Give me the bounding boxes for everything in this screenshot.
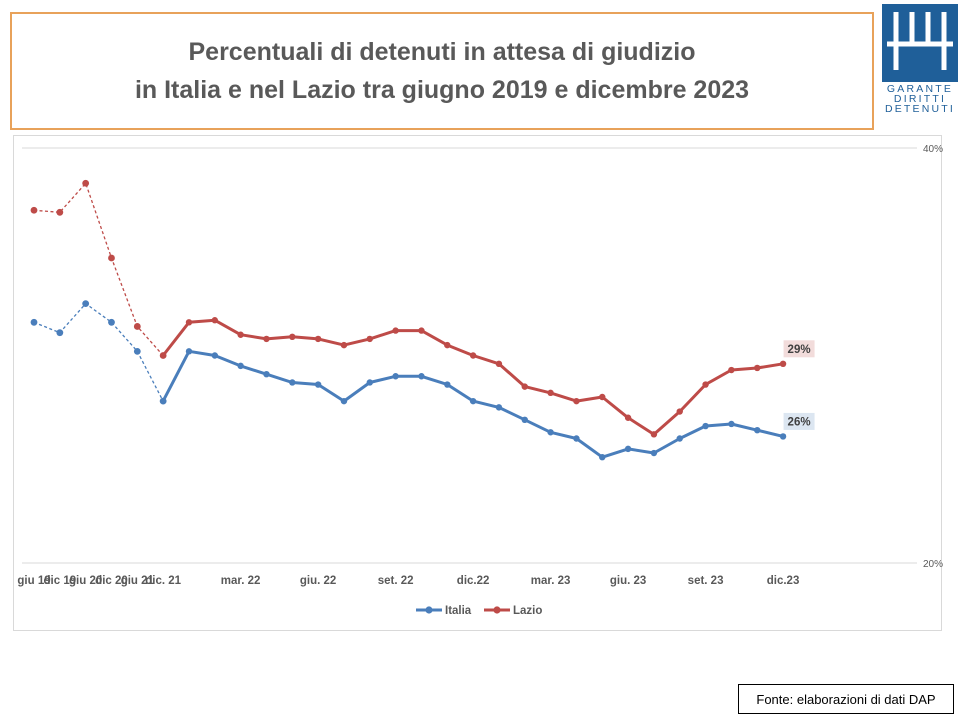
italia-legend-marker xyxy=(425,606,433,614)
lazio-point xyxy=(599,393,606,401)
italia-point xyxy=(676,435,683,442)
lazio-point xyxy=(547,389,554,397)
italia-point xyxy=(728,420,735,428)
x-tick-label: giu 20 xyxy=(69,575,102,587)
italia-point xyxy=(340,397,348,405)
lazio-point xyxy=(289,333,296,341)
x-tick-label: dic 19 xyxy=(44,575,77,587)
logo-text-line-3: DETENUTI xyxy=(884,103,956,115)
lazio-end-label-box xyxy=(782,339,816,359)
italia-point xyxy=(521,416,528,424)
italia-point xyxy=(469,397,477,405)
lazio-point xyxy=(418,327,425,334)
lazio-point xyxy=(392,327,399,334)
lazio-point xyxy=(30,206,38,214)
italia-series-line-dashed xyxy=(33,302,164,402)
lazio-series-line xyxy=(161,318,784,436)
x-tick-label: set. 23 xyxy=(688,575,724,587)
x-tick-label: dic 20 xyxy=(95,575,128,587)
lazio-legend-marker xyxy=(493,606,501,614)
lazio-point xyxy=(495,360,503,367)
chart-title-line-1: Percentuali di detenuti in attesa di giu… xyxy=(188,38,696,66)
italia-point xyxy=(418,373,425,380)
italia-end-label-box xyxy=(782,411,816,431)
garante-logo-mark-icon xyxy=(882,4,958,82)
italia-point xyxy=(185,348,193,355)
lazio-point xyxy=(82,179,90,187)
lazio-point xyxy=(185,319,193,326)
lazio-point xyxy=(314,335,322,343)
lazio-point xyxy=(728,366,735,374)
italia-point xyxy=(30,318,38,326)
italia-point xyxy=(263,370,270,378)
italia-point xyxy=(314,381,322,388)
lazio-point xyxy=(779,360,787,367)
italia-point xyxy=(754,427,761,434)
italia-point xyxy=(599,453,606,461)
x-tick-label: mar. 23 xyxy=(531,575,571,587)
italia-point xyxy=(702,422,709,430)
x-tick-label: set. 22 xyxy=(378,575,414,587)
source-note: Fonte: elaborazioni di dati DAP xyxy=(738,684,954,714)
y-tick-label: 20% xyxy=(923,559,943,570)
lazio-point xyxy=(237,331,244,338)
lazio-series-line-dashed xyxy=(33,182,164,356)
lazio-point xyxy=(159,352,167,359)
x-tick-label: giu 21 xyxy=(121,575,155,587)
lazio-point xyxy=(340,341,348,349)
lazio-point xyxy=(521,383,528,390)
italia-point xyxy=(56,329,64,337)
italia-point xyxy=(211,352,219,359)
italia-point xyxy=(779,433,787,440)
lazio-point xyxy=(469,352,477,359)
lazio-point xyxy=(56,208,64,216)
x-tick-label: mar. 22 xyxy=(221,575,261,587)
lazio-point xyxy=(211,317,219,324)
lazio-point xyxy=(108,254,115,262)
lazio-legend-label: Lazio xyxy=(513,605,542,617)
italia-point xyxy=(366,379,373,386)
italia-end-label: 26% xyxy=(788,416,811,428)
italia-point xyxy=(108,318,115,326)
chart-frame: 20% 40% giu 19 dic 19 giu 20 dic 20 giu 21 dic.… xyxy=(13,135,943,631)
lazio-point xyxy=(366,335,373,343)
lazio-point xyxy=(754,364,761,372)
x-tick-label: dic.22 xyxy=(457,575,490,587)
lazio-end-label: 29% xyxy=(788,344,811,356)
lazio-point xyxy=(133,323,141,330)
lazio-point xyxy=(650,431,658,438)
lazio-point xyxy=(676,408,683,415)
lazio-point xyxy=(624,414,632,421)
lazio-point xyxy=(573,397,580,405)
italia-point xyxy=(133,347,141,355)
italia-point xyxy=(237,362,244,370)
italia-point xyxy=(573,435,580,442)
lazio-point xyxy=(444,341,451,349)
italia-point xyxy=(289,379,296,386)
italia-point xyxy=(444,381,451,388)
italia-point xyxy=(159,397,167,405)
title-box: Percentuali di detenuti in attesa di giu… xyxy=(10,12,874,130)
garante-logo: GARANTE DIRITTI DETENUTI xyxy=(882,4,958,114)
italia-point xyxy=(547,429,554,436)
x-tick-label: dic.23 xyxy=(767,575,800,587)
logo-text-line-1: GARANTE xyxy=(886,83,954,95)
logo-text-line-2: DIRITTI xyxy=(893,93,947,105)
lazio-point xyxy=(263,335,270,343)
chart-title-line-2: in Italia e nel Lazio tra giugno 2019 e … xyxy=(134,76,750,104)
x-tick-label: dic. 21 xyxy=(145,575,181,587)
lazio-point xyxy=(702,381,709,388)
italia-point xyxy=(82,300,90,308)
italia-point xyxy=(392,373,399,380)
x-tick-label: giu. 22 xyxy=(300,575,336,587)
italia-point xyxy=(650,449,658,457)
italia-legend-label: Italia xyxy=(445,605,472,617)
x-tick-label: giu 19 xyxy=(17,575,50,587)
italia-point xyxy=(624,445,632,453)
y-tick-label: 40% xyxy=(923,144,943,155)
italia-point xyxy=(495,404,503,411)
x-tick-label: giu. 23 xyxy=(610,575,646,587)
